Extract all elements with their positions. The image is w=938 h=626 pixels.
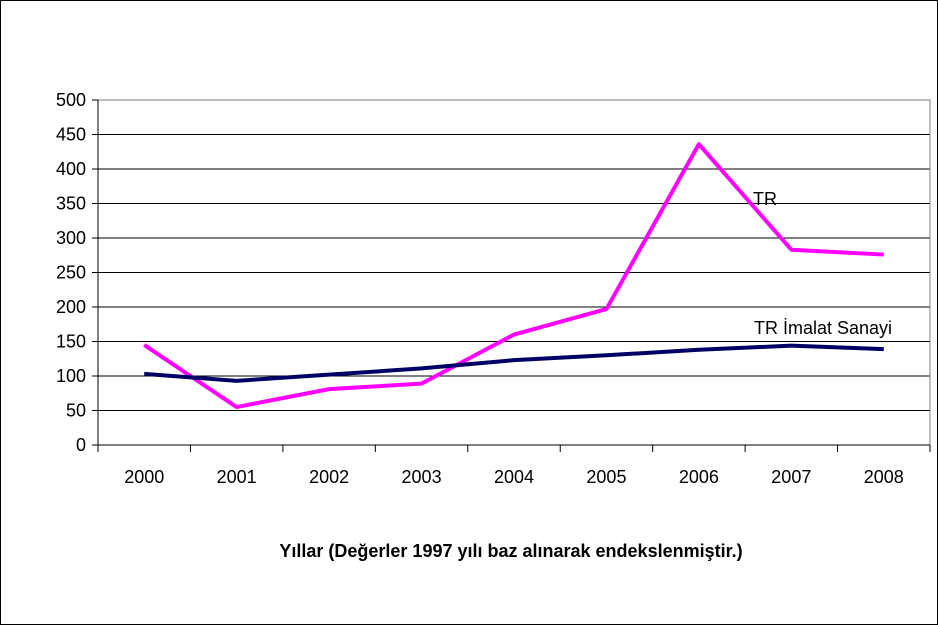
y-tick-labels: 0 50 100 150 200 250 300 350 400 450 500 [56,90,86,455]
x-tick-label-2008: 2008 [864,467,904,487]
x-tick-label-2000: 2000 [124,467,164,487]
x-tick-label-2001: 2001 [217,467,257,487]
y-tick-label-300: 300 [56,228,86,248]
x-tick-label-2004: 2004 [494,467,534,487]
y-tick-label-100: 100 [56,366,86,386]
y-tick-label-450: 450 [56,125,86,145]
y-tick-label-50: 50 [66,401,86,421]
y-tick-label-400: 400 [56,159,86,179]
y-tick-label-200: 200 [56,297,86,317]
grid-lines [98,100,930,411]
series-lines [144,144,884,407]
series-label-imalat-sanayi: TR İmalat Sanayi [754,318,892,338]
series-label-tr: TR [753,189,777,209]
y-tick-label-350: 350 [56,194,86,214]
axes [92,100,930,452]
series-line-tr [144,144,884,407]
x-tick-label-2002: 2002 [309,467,349,487]
y-tick-label-250: 250 [56,263,86,283]
y-tick-label-0: 0 [76,435,86,455]
y-tick-label-500: 500 [56,90,86,110]
x-tick-label-2007: 2007 [771,467,811,487]
x-tick-label-2006: 2006 [679,467,719,487]
x-tick-label-2003: 2003 [402,467,442,487]
x-tick-labels: 2000 2001 2002 2003 2004 2005 2006 2007 2008 [124,467,904,487]
y-tick-label-150: 150 [56,332,86,352]
x-tick-label-2005: 2005 [586,467,626,487]
x-axis-title: Yıllar (Değerler 1997 yılı baz alınarak … [279,541,742,561]
